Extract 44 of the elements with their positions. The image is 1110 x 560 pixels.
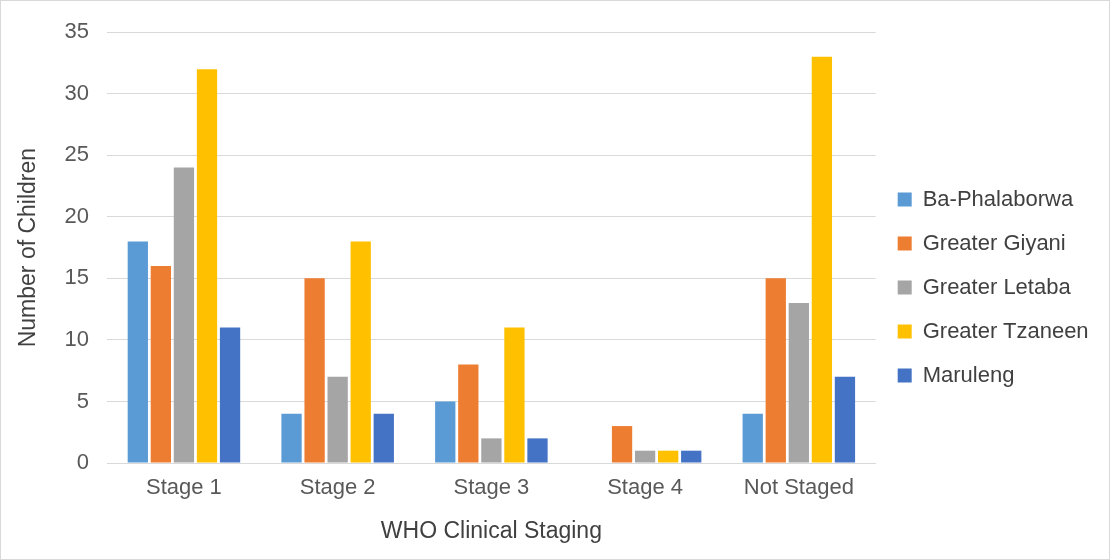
x-axis-title: WHO Clinical Staging [380, 516, 602, 543]
bar [458, 364, 479, 463]
bar [611, 426, 633, 463]
bar [504, 327, 525, 463]
y-tick-label: 10 [64, 325, 90, 351]
y-tick-label: 20 [64, 202, 90, 228]
legend-label: Greater Letaba [922, 273, 1072, 299]
bar [634, 450, 656, 463]
bar [435, 401, 456, 463]
bar [150, 266, 172, 463]
bar [658, 450, 679, 463]
y-tick-label: 5 [76, 387, 90, 413]
x-tick-label: Not Staged [743, 474, 854, 500]
y-tick-label: 15 [64, 264, 90, 290]
bar [788, 302, 809, 463]
bar [373, 413, 394, 463]
bar [811, 56, 833, 463]
bar [834, 376, 856, 463]
bar [681, 450, 702, 463]
legend-label: Greater Giyani [922, 229, 1066, 255]
x-tick-label: Stage 1 [146, 474, 222, 500]
legend-label: Ba-Phalaborwa [922, 185, 1074, 211]
bar [765, 278, 786, 463]
bar [742, 413, 763, 463]
bar [219, 327, 241, 463]
y-axis-title: Number of Children [14, 147, 41, 348]
bar [304, 278, 325, 463]
x-tick-label: Stage 4 [607, 474, 684, 500]
bar [527, 438, 548, 463]
bar [173, 167, 195, 463]
y-tick-label: 0 [76, 449, 90, 475]
legend-label: Maruleng [922, 361, 1015, 387]
bar [196, 69, 218, 463]
bar [281, 413, 302, 463]
bar [481, 438, 502, 463]
y-tick-label: 25 [64, 141, 90, 167]
legend-label: Greater Tzaneen [922, 317, 1089, 343]
bar [127, 241, 148, 463]
x-tick-label: Stage 2 [299, 474, 376, 500]
bar [350, 241, 371, 463]
y-tick-label: 30 [64, 79, 90, 105]
x-tick-label: Stage 3 [453, 474, 530, 500]
bar [327, 376, 348, 463]
y-tick-label: 35 [64, 18, 90, 44]
